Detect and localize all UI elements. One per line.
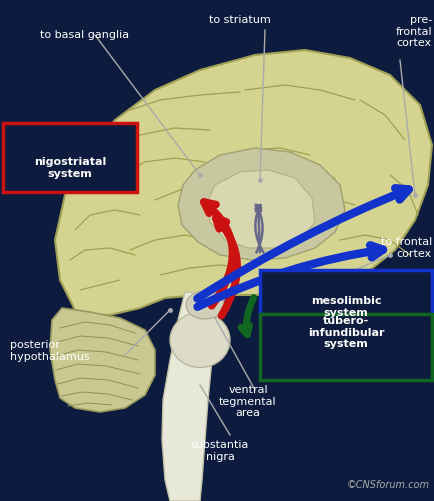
Polygon shape xyxy=(207,170,314,248)
FancyArrowPatch shape xyxy=(197,245,382,307)
FancyBboxPatch shape xyxy=(260,270,431,322)
Text: mesolimbic
system: mesolimbic system xyxy=(310,296,380,318)
FancyArrowPatch shape xyxy=(255,205,263,253)
Text: to basal ganglia: to basal ganglia xyxy=(40,30,129,40)
Text: nigostriatal
system: nigostriatal system xyxy=(34,157,106,178)
Ellipse shape xyxy=(170,313,230,368)
Text: posterior
hypothalamus: posterior hypothalamus xyxy=(10,340,89,362)
Polygon shape xyxy=(50,308,155,412)
Ellipse shape xyxy=(186,291,224,319)
Text: pre-
frontal
cortex: pre- frontal cortex xyxy=(395,15,431,48)
Text: substantia
nigra: substantia nigra xyxy=(191,440,249,461)
FancyBboxPatch shape xyxy=(260,314,431,380)
Text: tubero-
infundibular
system: tubero- infundibular system xyxy=(307,316,383,349)
FancyArrowPatch shape xyxy=(204,202,232,306)
Text: to frontal
cortex: to frontal cortex xyxy=(380,237,431,259)
Polygon shape xyxy=(178,148,344,260)
FancyArrowPatch shape xyxy=(197,188,408,299)
FancyArrowPatch shape xyxy=(240,298,253,335)
FancyArrowPatch shape xyxy=(255,205,262,253)
Text: ventral
tegmental
area: ventral tegmental area xyxy=(219,385,276,418)
Text: to striatum: to striatum xyxy=(209,15,270,25)
FancyArrowPatch shape xyxy=(255,205,260,252)
FancyArrowPatch shape xyxy=(215,218,237,316)
Text: ©CNSforum.com: ©CNSforum.com xyxy=(346,480,429,490)
Polygon shape xyxy=(55,50,431,315)
Polygon shape xyxy=(161,292,224,501)
FancyBboxPatch shape xyxy=(3,123,137,192)
